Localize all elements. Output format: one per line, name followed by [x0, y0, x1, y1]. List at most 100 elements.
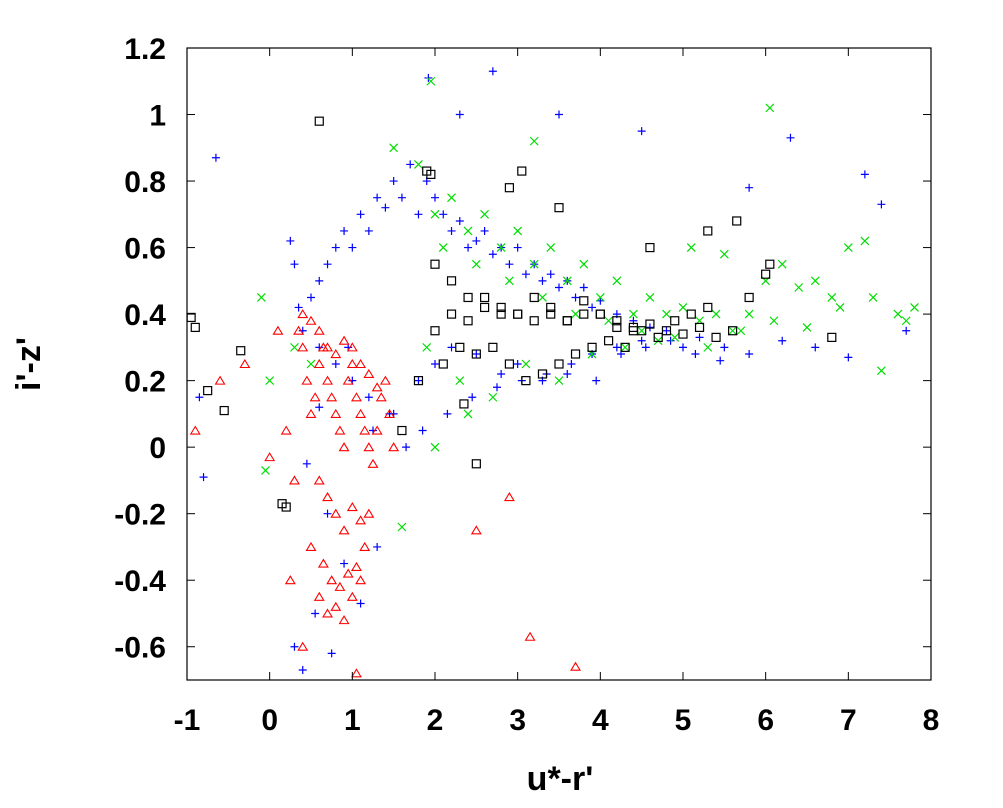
data-point [463, 226, 473, 236]
data-point [355, 408, 367, 418]
data-point [322, 342, 334, 352]
data-point [371, 382, 383, 392]
data-point [346, 358, 358, 369]
series-cross [256, 76, 919, 532]
data-point [686, 243, 696, 253]
data-point [331, 360, 340, 368]
data-point [645, 293, 655, 302]
data-point [662, 309, 671, 319]
data-point [389, 143, 399, 153]
data-point [317, 558, 329, 568]
data-point [261, 466, 270, 475]
data-point [471, 349, 481, 359]
data-point [471, 459, 481, 469]
data-point [694, 322, 705, 333]
data-point [306, 359, 316, 369]
y-tick-label: 0.4 [124, 299, 166, 332]
data-point [379, 375, 391, 385]
data-point [679, 343, 687, 352]
data-point [472, 350, 481, 359]
data-point [678, 303, 688, 312]
data-point [513, 226, 523, 236]
data-point [612, 316, 622, 326]
data-point [628, 309, 638, 319]
data-point [364, 226, 373, 235]
data-point [406, 160, 415, 169]
data-point [537, 369, 548, 379]
data-point [595, 293, 605, 302]
data-point [455, 110, 464, 119]
data-point [350, 392, 362, 402]
data-point [297, 641, 309, 651]
data-point [313, 591, 325, 601]
data-point [703, 302, 713, 313]
data-point [298, 666, 307, 675]
data-point [587, 342, 597, 352]
data-point [595, 309, 605, 319]
data-point [313, 358, 325, 369]
data-point [422, 342, 432, 352]
data-point [305, 408, 317, 418]
data-point [765, 103, 775, 113]
data-point [496, 243, 506, 253]
x-tick-label: 8 [923, 704, 940, 737]
x-tick-label: 0 [261, 704, 278, 737]
data-point [301, 375, 313, 385]
data-point [288, 475, 300, 485]
data-point [342, 568, 354, 578]
data-point [367, 458, 379, 468]
data-point [355, 358, 367, 369]
data-point [397, 193, 406, 202]
data-point [868, 293, 878, 302]
x-tick-label: 3 [509, 704, 526, 737]
data-point [414, 159, 423, 169]
data-point [338, 615, 350, 625]
data-point [307, 293, 315, 302]
x-tick-label: 2 [427, 704, 444, 737]
data-point [860, 236, 870, 246]
data-point [496, 302, 506, 313]
data-point [256, 293, 266, 302]
data-point [529, 136, 539, 146]
data-point [670, 332, 680, 342]
data-point [346, 591, 358, 601]
data-point [330, 508, 342, 518]
data-point [284, 575, 296, 585]
data-point [703, 226, 713, 236]
data-point [524, 631, 536, 641]
data-point [236, 346, 246, 356]
data-point [363, 442, 375, 452]
data-point [315, 276, 324, 285]
data-point [579, 283, 588, 292]
data-point [438, 243, 448, 253]
data-point [342, 375, 354, 385]
data-point [355, 575, 367, 585]
data-point [835, 303, 845, 312]
data-point [538, 276, 547, 285]
x-tick-label: 7 [840, 704, 857, 737]
data-point [371, 425, 383, 435]
data-point [389, 177, 398, 186]
data-point [711, 309, 721, 319]
data-point [430, 209, 440, 219]
data-point [901, 316, 911, 326]
data-point [286, 236, 295, 245]
data-point [603, 336, 614, 346]
x-tick-label: 4 [592, 704, 609, 737]
data-point [280, 425, 292, 435]
data-point [356, 599, 365, 608]
data-point [691, 350, 700, 359]
plot-frame [186, 47, 932, 681]
data-point [641, 343, 650, 352]
data-point [463, 409, 473, 419]
data-point [555, 283, 563, 292]
data-point [330, 601, 342, 611]
data-point [893, 309, 903, 319]
data-point [827, 293, 837, 302]
data-point [902, 326, 911, 335]
ticks-layer [186, 47, 932, 680]
data-point [293, 325, 305, 335]
data-point [496, 309, 506, 319]
data-point [488, 250, 497, 259]
data-point [346, 342, 358, 352]
